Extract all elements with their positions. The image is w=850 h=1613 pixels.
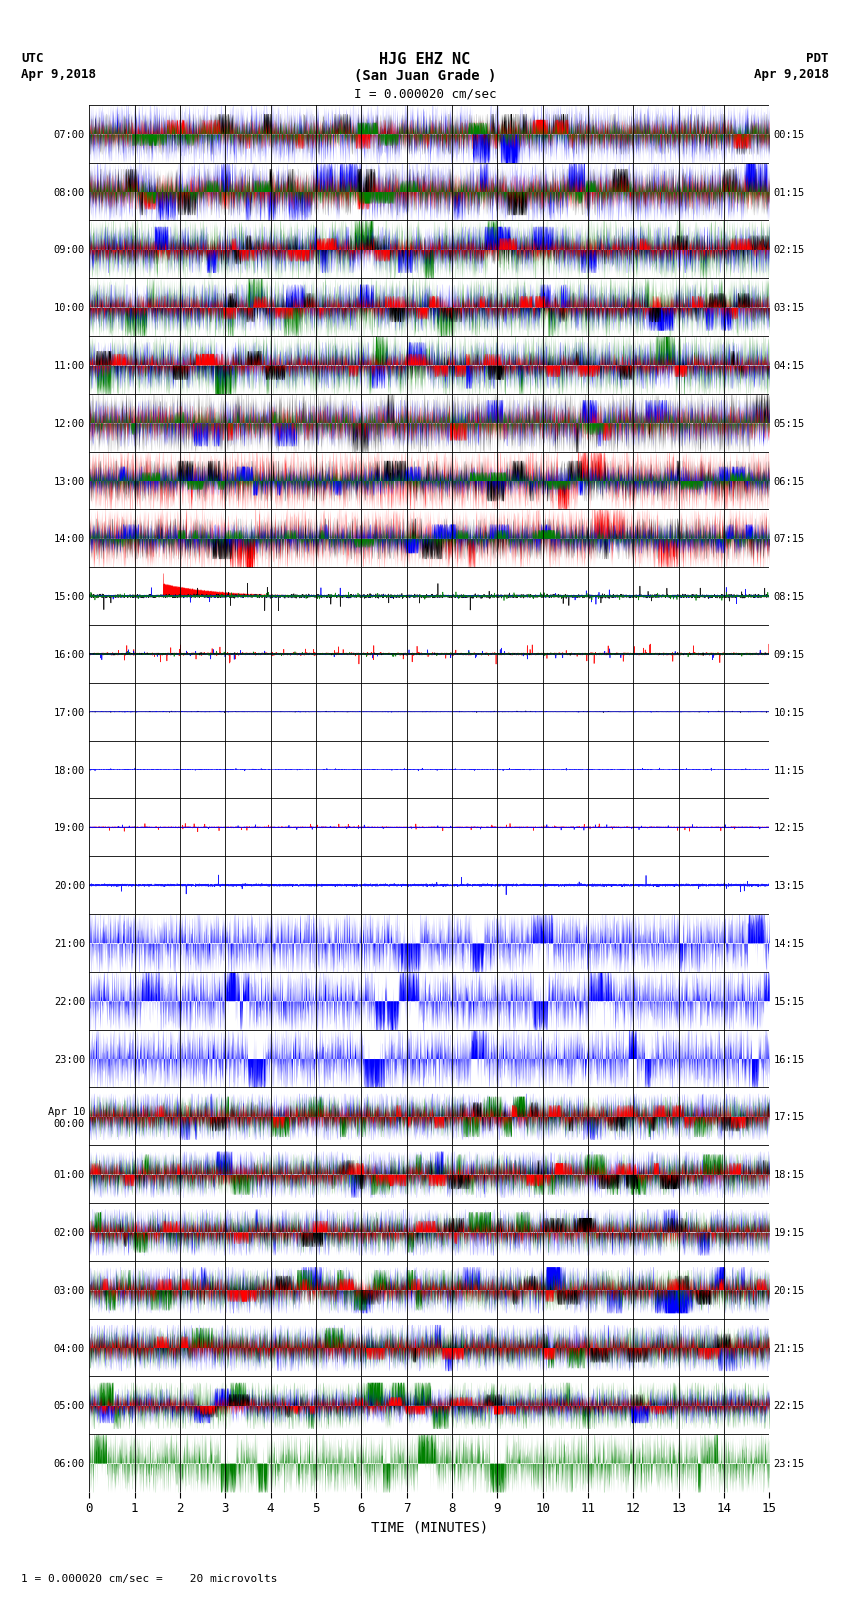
Text: PDT: PDT <box>807 52 829 65</box>
Text: 1 = 0.000020 cm/sec =    20 microvolts: 1 = 0.000020 cm/sec = 20 microvolts <box>21 1574 278 1584</box>
Text: UTC: UTC <box>21 52 43 65</box>
X-axis label: TIME (MINUTES): TIME (MINUTES) <box>371 1521 488 1536</box>
Text: I = 0.000020 cm/sec: I = 0.000020 cm/sec <box>354 87 496 100</box>
Text: Apr 9,2018: Apr 9,2018 <box>754 68 829 81</box>
Text: HJG EHZ NC: HJG EHZ NC <box>379 52 471 66</box>
Text: (San Juan Grade ): (San Juan Grade ) <box>354 69 496 84</box>
Text: Apr 9,2018: Apr 9,2018 <box>21 68 96 81</box>
